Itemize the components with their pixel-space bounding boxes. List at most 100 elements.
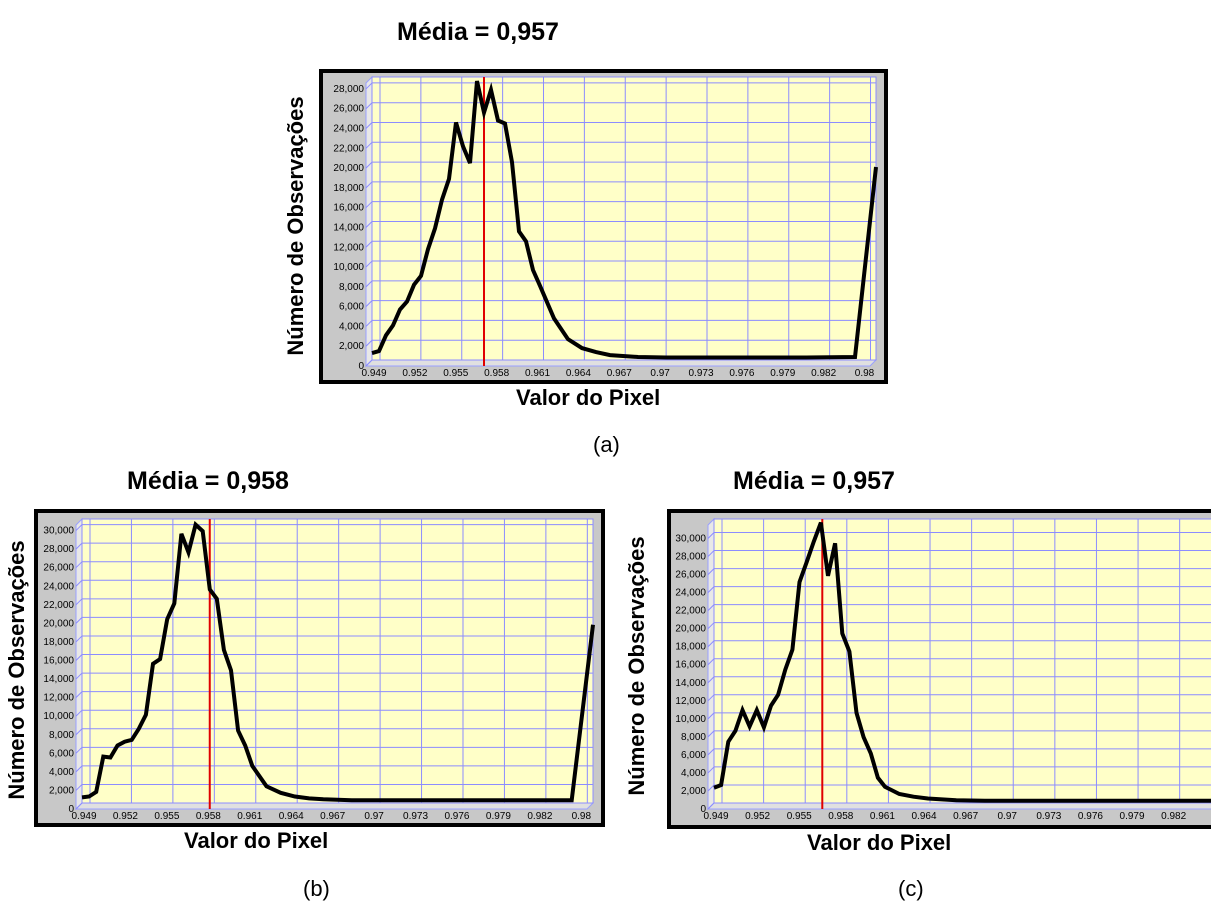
y-tick-label: 26,000 [43,563,74,574]
chart-b-xlabel: Valor do Pixel [184,828,329,853]
grid-line-y-side [365,240,373,248]
y-tick-label: 26,000 [675,570,706,581]
y-tick-label: 22,000 [675,606,706,617]
y-tick-label: 12,000 [333,242,364,253]
y-tick-label: 2,000 [681,786,706,797]
x-tick-label: 0.982 [811,368,836,379]
y-tick-label: 26,000 [333,104,364,115]
plot-border [81,518,594,804]
y-tick-label: 14,000 [333,222,364,233]
grid-line-y-side [75,635,83,643]
grid-line-y-side [707,694,715,702]
x-tick-label: 0.952 [745,811,770,822]
chart-c-title: Média = 0,957 [733,467,895,495]
y-tick-label: 8,000 [339,282,364,293]
grid-line-y-side [365,339,373,347]
grid-line-y-side [365,280,373,288]
grid-line-y-side [707,712,715,720]
y-tick-label: 22,000 [333,143,364,154]
y-tick-label: 2,000 [49,785,74,796]
x-tick-label: 0.955 [443,368,468,379]
x-tick-label: 0.964 [912,811,937,822]
chart-b-plot: 0.949 0.952 0.955 0.958 0.961 0.964 0.967 0.97 0… [43,517,595,822]
chart-b-title: Média = 0,958 [127,467,289,495]
grid-line-y-side [365,201,373,209]
grid-line-y-side [365,260,373,268]
x-tick-label: 0.952 [113,811,138,822]
y-tick-label: 20,000 [333,163,364,174]
grid-line-y-side [365,122,373,129]
y-tick-label: 2,000 [339,341,364,352]
histogram-series-line [81,520,595,803]
y-tick-label: 4,000 [681,768,706,779]
grid-line-y-side [365,82,373,90]
x-tick-label: 0.961 [237,811,262,822]
x-tick-label: 0.964 [566,368,591,379]
y-tick-label: 0 [358,361,364,372]
y-tick-label: 6,000 [339,302,364,313]
y-tick-label: 4,000 [339,321,364,332]
caption-c: (c) [898,876,924,901]
x-tick-label: 0.98 [855,368,875,379]
y-tick-label: 18,000 [333,183,364,194]
caption-a: (a) [593,432,620,457]
x-tick-label: 0.967 [320,811,345,822]
chart-c-xlabel: Valor do Pixel [807,830,952,855]
x-tick-label: 0.979 [770,368,795,379]
x-tick-label: 0.979 [486,811,511,822]
y-tick-label: 10,000 [43,711,74,722]
y-tick-label: 6,000 [681,750,706,761]
grid-line-y-side [75,561,83,569]
x-tick-label: 0.97 [364,811,384,822]
grid-line-y-side [707,640,715,648]
chart-c-frame: 0.949 0.952 0.955 0.958 0.961 0.964 0.967 0.97 0… [667,509,1211,829]
chart-a-plot: 0.949 0.952 0.955 0.958 0.961 0.964 0.967 0.97 0… [333,75,878,379]
x-tick-label: 0.961 [525,368,550,379]
caption-b: (b) [303,876,330,901]
grid-line-y-side [707,784,715,792]
plot-background [82,519,593,803]
side-wall [365,75,373,368]
chart-a-frame: 0.949 0.952 0.955 0.958 0.961 0.964 0.967 0.97 0… [319,69,888,384]
x-tick-label: 0.982 [527,811,552,822]
chart-a-xlabel: Valor do Pixel [516,385,661,410]
grid-line-y-side [707,748,715,756]
floor [706,802,1211,810]
x-tick-label: 0.976 [729,368,754,379]
y-tick-label: 24,000 [675,588,706,599]
y-tick-label: 30,000 [675,534,706,545]
grid-line-y-side [365,141,373,149]
plot-background [372,77,876,360]
chart-b-ylabel: Número de Observações [4,540,29,800]
x-tick-label: 0.976 [444,811,469,822]
x-tick-label: 0.976 [1078,811,1103,822]
x-tick-label: 0.979 [1120,811,1145,822]
y-tick-label: 22,000 [43,600,74,611]
chart-c-plot: 0.949 0.952 0.955 0.958 0.961 0.964 0.967 0.97 0… [675,517,1211,822]
grid-line-y-side [365,359,373,367]
x-tick-label: 0.949 [703,811,728,822]
grid-line-y-side [365,102,373,110]
y-tick-label: 24,000 [333,124,364,135]
grid-line-y-side [75,617,83,624]
grid-line-y-side [365,221,373,228]
x-tick-label: 0.973 [688,368,713,379]
y-tick-label: 0 [700,804,706,815]
x-tick-label: 0.973 [1036,811,1061,822]
x-tick-label: 0.982 [1161,811,1186,822]
x-tick-label: 0.967 [953,811,978,822]
grid-line-y-side [707,568,715,575]
y-tick-label: 6,000 [49,748,74,759]
grid-line-y-side [75,728,83,736]
y-tick-label: 20,000 [43,618,74,629]
x-tick-label: 0.98 [572,811,592,822]
grid-line-y-side [75,598,83,606]
x-tick-label: 0.958 [196,811,221,822]
grid-line-y-side [707,532,715,539]
y-tick-label: 24,000 [43,581,74,592]
y-tick-label: 0 [68,804,74,815]
y-tick-label: 30,000 [43,526,74,537]
chart-a-ylabel: Número de Observações [283,96,308,356]
floor [74,802,595,810]
grid-line-y-side [75,765,83,773]
